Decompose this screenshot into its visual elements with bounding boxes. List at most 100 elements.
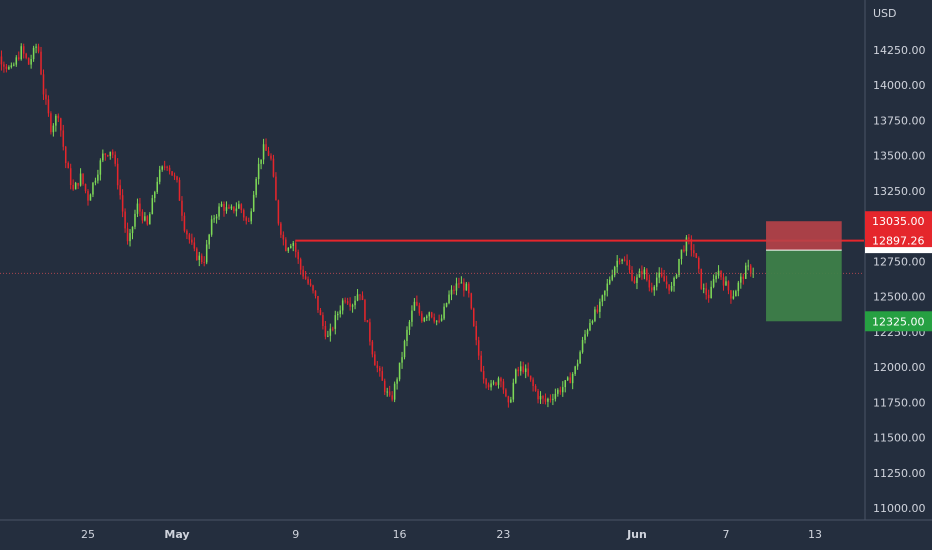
candle-body xyxy=(131,226,134,234)
candle-body xyxy=(702,288,705,290)
candle-body xyxy=(715,275,717,280)
candle-body xyxy=(356,294,359,301)
candle-body xyxy=(97,174,99,181)
candle-body xyxy=(255,179,257,195)
candle-body xyxy=(554,393,557,399)
candle-body xyxy=(379,367,381,372)
candle-body xyxy=(307,279,309,284)
candle-body xyxy=(87,191,89,201)
time-axis[interactable]: 25 May 9 16 23 Jun 7 13 xyxy=(0,519,932,541)
candle-body xyxy=(510,399,512,403)
candle-body xyxy=(502,381,505,390)
candle-body xyxy=(366,320,369,323)
candle-body xyxy=(678,258,680,276)
candle-body xyxy=(60,118,62,131)
candle-body xyxy=(72,184,74,190)
price-tag-bg xyxy=(865,211,932,232)
candle-body xyxy=(265,144,267,151)
price-tags: 13035.00 12897.26 12325.00 xyxy=(865,211,932,332)
candle-body xyxy=(693,250,695,254)
candle-body xyxy=(500,378,502,382)
candle-body xyxy=(660,272,663,277)
candle-body xyxy=(208,234,210,245)
candle-body xyxy=(173,175,176,177)
candle-body xyxy=(448,294,450,304)
candle-body xyxy=(374,354,376,366)
candle-body xyxy=(346,301,349,304)
candle-body xyxy=(99,160,102,175)
candle-body xyxy=(0,56,3,65)
candle-body xyxy=(418,305,421,314)
y-tick-label: 13500.00 xyxy=(873,150,926,163)
x-tick-label: 16 xyxy=(393,528,407,541)
plot-area[interactable] xyxy=(0,43,754,408)
candle-body xyxy=(475,326,477,341)
candle-body xyxy=(181,200,183,216)
candle-body xyxy=(260,159,262,164)
candle-body xyxy=(411,310,413,322)
candle-body xyxy=(406,329,408,342)
candle-body xyxy=(230,206,233,209)
candle-body xyxy=(670,285,673,291)
drawing-overlays[interactable] xyxy=(0,221,864,322)
candle-body xyxy=(89,194,92,201)
candle-body xyxy=(322,315,324,327)
candle-body xyxy=(336,313,339,316)
candle-body xyxy=(683,249,685,252)
candle-body xyxy=(529,375,532,380)
candle-body xyxy=(393,383,396,400)
candle-body xyxy=(680,249,683,259)
candle-body xyxy=(735,291,737,297)
candle-body xyxy=(463,282,465,291)
candle-body xyxy=(25,53,27,58)
price-tag-label: 12325.00 xyxy=(872,315,925,328)
candle-body xyxy=(658,272,660,278)
candle-body xyxy=(453,289,455,291)
y-tick-label: 12500.00 xyxy=(873,291,926,304)
candle-body xyxy=(371,341,374,355)
candle-body xyxy=(287,247,290,251)
candle-body xyxy=(569,377,571,384)
candle-body xyxy=(492,382,495,384)
candle-body xyxy=(552,398,554,400)
x-tick-label: 13 xyxy=(808,528,822,541)
candle-body xyxy=(47,99,50,114)
candle-body xyxy=(628,265,631,270)
stop-loss-zone[interactable] xyxy=(766,221,842,251)
candle-body xyxy=(247,220,250,222)
candle-body xyxy=(69,168,72,185)
candle-body xyxy=(141,211,144,221)
x-tick-label: 9 xyxy=(292,528,299,541)
candle-body xyxy=(22,46,25,54)
candle-body xyxy=(134,213,136,227)
candle-body xyxy=(351,305,354,307)
candle-body xyxy=(92,182,94,195)
candle-body xyxy=(613,267,616,276)
candle-body xyxy=(364,300,366,321)
candle-body xyxy=(626,260,628,266)
candle-body xyxy=(171,171,173,176)
take-profit-zone[interactable] xyxy=(766,250,842,322)
price-axis[interactable]: USD 14250.00 14000.00 13750.00 13500.00 1325… xyxy=(864,0,926,520)
candle-body xyxy=(314,290,317,296)
candle-body xyxy=(341,300,344,311)
candle-body xyxy=(413,301,416,311)
candle-body xyxy=(665,281,668,285)
x-tick-label: Jun xyxy=(626,528,647,541)
candle-body xyxy=(579,352,581,364)
candle-body xyxy=(116,163,119,186)
candle-body xyxy=(166,166,168,168)
candle-body xyxy=(641,271,643,275)
candle-body xyxy=(304,276,307,280)
candle-body xyxy=(668,284,670,291)
candle-body xyxy=(527,368,529,376)
candle-body xyxy=(749,265,752,274)
entry-price-tag xyxy=(865,247,932,254)
candle-body xyxy=(312,285,314,291)
y-tick-label: 11250.00 xyxy=(873,467,926,480)
candle-body xyxy=(688,237,690,240)
candle-body xyxy=(272,158,275,177)
candle-body xyxy=(727,281,730,291)
